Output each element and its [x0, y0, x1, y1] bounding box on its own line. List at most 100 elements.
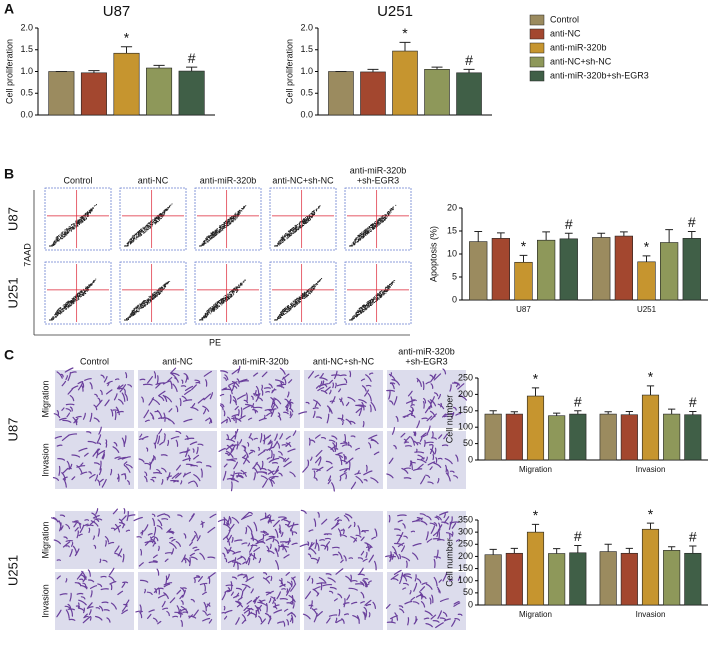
y-axis-label: Cell proliferation	[284, 39, 294, 104]
error-bar	[574, 410, 582, 415]
row-label: U87	[5, 418, 20, 442]
bar	[548, 415, 566, 461]
axis-label: 7AAD	[22, 243, 32, 267]
bar	[484, 554, 502, 606]
bar	[599, 413, 617, 461]
bar	[505, 413, 523, 461]
cells	[133, 513, 217, 567]
y-tick-label: 2.0	[300, 22, 313, 32]
bar	[113, 52, 140, 116]
flow-dots	[349, 280, 396, 321]
error-bar	[186, 66, 198, 72]
bar	[537, 239, 556, 301]
significance-mark: #	[465, 52, 473, 68]
bar	[641, 528, 660, 606]
bar	[505, 552, 523, 606]
significance-mark: *	[644, 239, 650, 255]
significance-mark: *	[124, 29, 130, 45]
error-bar	[574, 545, 582, 553]
bar	[663, 550, 681, 606]
cells	[51, 508, 136, 564]
error-bar	[519, 254, 528, 263]
error-bar	[689, 410, 697, 415]
error-bar	[399, 41, 411, 52]
bar	[526, 531, 545, 606]
significance-mark: #	[574, 528, 582, 544]
error-bar	[597, 232, 606, 238]
error-bar	[531, 523, 540, 533]
bar	[80, 72, 107, 116]
legend-swatch	[529, 56, 545, 68]
cells	[218, 428, 297, 492]
cells	[139, 367, 213, 425]
assay-label: Invasion	[40, 443, 50, 477]
bar	[599, 551, 617, 606]
significance-mark: #	[565, 216, 573, 232]
y-axis-label: Cell proliferation	[4, 39, 14, 104]
bar	[637, 261, 656, 301]
y-tick-label: 150	[458, 405, 473, 415]
error-bar	[431, 66, 443, 70]
y-axis-label: Cell number	[444, 538, 454, 587]
error-bar	[531, 387, 540, 397]
error-bar	[542, 231, 551, 241]
bar	[641, 394, 660, 461]
error-bar	[625, 547, 633, 554]
error-bar	[665, 229, 674, 243]
legend-label: anti-miR-320b	[550, 42, 607, 52]
row-label: U251	[5, 277, 20, 308]
y-tick-label: 50	[463, 438, 473, 448]
significance-mark: *	[533, 507, 539, 523]
legend-swatch	[529, 14, 545, 26]
cells	[217, 511, 299, 570]
bar	[548, 553, 566, 606]
cells	[302, 567, 376, 624]
bar	[684, 552, 702, 606]
y-tick-label: 0.0	[300, 109, 313, 119]
row-label: U87	[5, 207, 20, 231]
y-axis-label: Cell number	[444, 395, 454, 444]
bar	[328, 71, 354, 116]
significance-mark: #	[574, 394, 582, 410]
error-bar	[489, 548, 497, 555]
error-bar	[604, 543, 612, 552]
error-bar	[604, 411, 612, 415]
bar	[491, 238, 510, 301]
column-label: anti-miR-320b	[200, 175, 257, 185]
significance-mark: *	[648, 506, 654, 522]
error-bar	[625, 410, 633, 415]
legend-label: Control	[550, 14, 579, 24]
column-label: +sh-EGR3	[357, 175, 399, 185]
bar	[620, 552, 638, 606]
bar	[620, 414, 638, 461]
legend-label: anti-NC+sh-NC	[550, 56, 612, 66]
y-tick-label: 250	[458, 539, 473, 549]
chart-title: U251	[377, 3, 413, 20]
significance-mark: *	[648, 369, 654, 385]
column-label: Control	[63, 175, 92, 185]
y-tick-label: 1.0	[20, 66, 33, 76]
bar	[514, 261, 533, 301]
significance-mark: *	[521, 238, 527, 254]
legend-swatch	[529, 42, 545, 54]
y-tick-label: 150	[458, 563, 473, 573]
cells	[219, 365, 294, 424]
y-tick-label: 15	[447, 225, 457, 235]
column-label: anti-miR-320b	[232, 356, 289, 366]
cells	[56, 567, 130, 624]
flow-dots	[124, 280, 171, 321]
error-bar	[646, 522, 655, 530]
transwell-image	[304, 431, 383, 489]
error-bar	[564, 232, 573, 239]
y-tick-label: 2.0	[20, 22, 33, 32]
x-tick-label: Invasion	[636, 465, 666, 474]
flow-plot	[44, 187, 112, 251]
y-tick-label: 1.0	[300, 66, 313, 76]
axis-label: PE	[209, 337, 221, 347]
transwell-image	[138, 511, 217, 569]
cells	[302, 434, 380, 492]
y-tick-label: 100	[458, 575, 473, 585]
cells	[298, 370, 377, 428]
y-tick-label: 200	[458, 389, 473, 399]
